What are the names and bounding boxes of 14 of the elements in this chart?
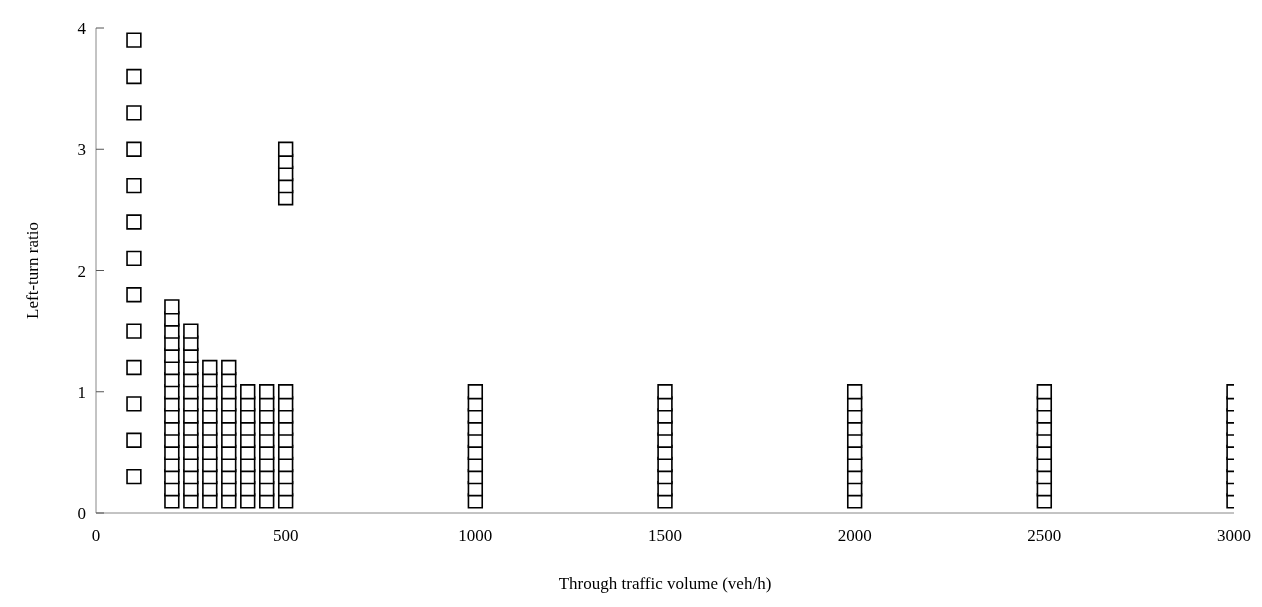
x-tick-label: 1000 [458,526,493,546]
x-tick-label: 2500 [1027,526,1062,546]
y-tick-label: 4 [77,19,87,39]
x-tick-label: 0 [91,526,101,546]
x-tick-label: 3000 [1217,526,1251,546]
y-axis-title: Left-turn ratio [23,222,43,319]
x-tick-label: 1500 [648,526,682,546]
x-tick-label: 500 [272,526,299,546]
x-axis-title: Through traffic volume (veh/h) [558,574,772,593]
y-tick-label: 0 [77,504,86,524]
x-tick-label: 2000 [837,526,872,546]
y-tick-label: 2 [77,261,86,281]
y-tick-label: 1 [77,382,86,402]
y-tick-label: 3 [77,140,86,160]
